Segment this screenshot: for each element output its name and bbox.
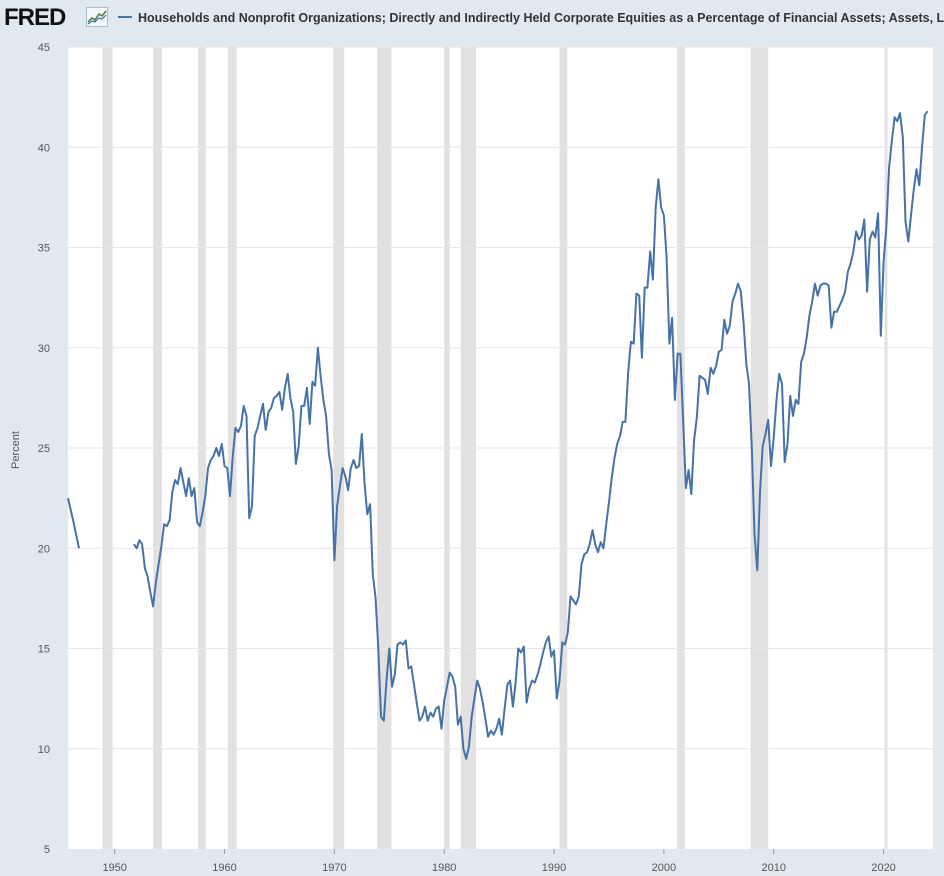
x-tick-label: 1980 [432,862,456,874]
y-tick-label: 10 [38,744,50,756]
x-tick-label: 2010 [761,862,785,874]
fred-chart-icon [86,7,108,27]
y-axis: 5 10 15 20 25 30 35 40 45 [38,42,50,856]
series-line [67,497,80,549]
x-tick-label: 1970 [322,862,346,874]
y-tick-label: 20 [38,543,50,555]
y-tick-label: 30 [38,343,50,355]
series-group [67,110,929,760]
y-tick-label: 15 [38,644,50,656]
series-line [133,110,929,760]
legend-label: Households and Nonprofit Organizations; … [138,11,944,25]
grid-lines [68,46,933,750]
fred-logo[interactable]: FRED [4,4,66,31]
x-tick-label: 1950 [102,862,126,874]
legend-line-swatch [118,15,132,18]
y-tick-label: 40 [38,142,50,154]
x-tick-label: 1990 [542,862,566,874]
x-tick-label: 1960 [212,862,236,874]
y-axis-title: Percent [10,431,22,469]
y-tick-label: 45 [38,42,50,54]
chart-legend: Households and Nonprofit Organizations; … [118,10,944,26]
y-tick-label: 35 [38,243,50,255]
x-tick-label: 2000 [652,862,676,874]
y-tick-label: 25 [38,443,50,455]
x-axis: 1950 1960 1970 1980 1990 2000 2010 2020 [102,849,896,874]
y-tick-label: 5 [44,844,50,856]
x-tick-label: 2020 [871,862,895,874]
